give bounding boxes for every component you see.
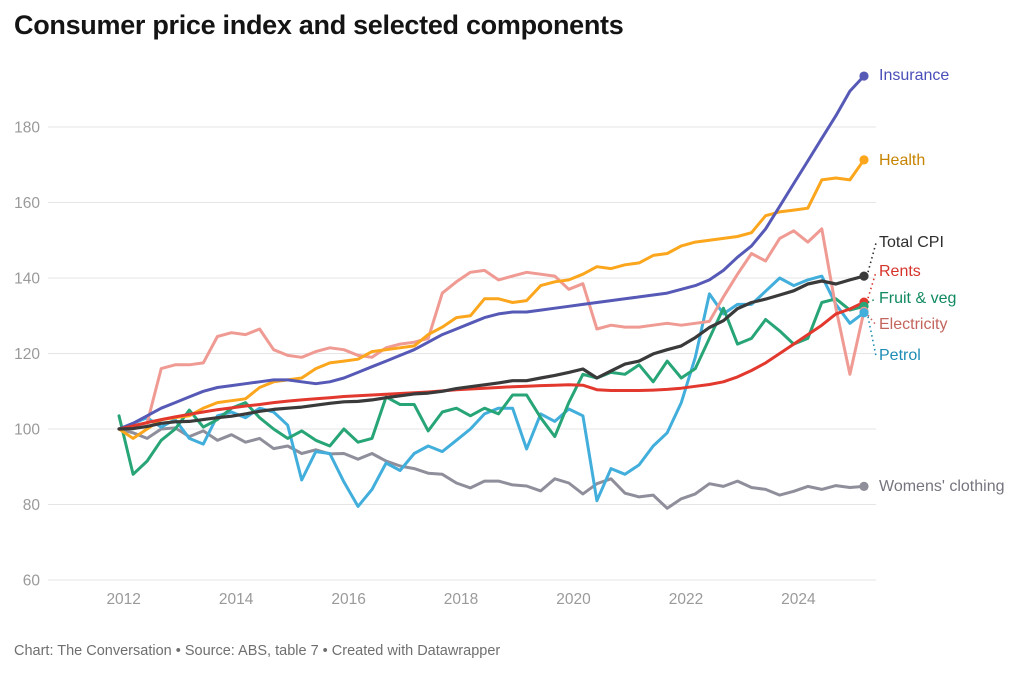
series-line-total-cpi	[117, 274, 866, 431]
y-axis-tick-100: 100	[14, 422, 40, 439]
x-axis-tick-2014: 2014	[219, 591, 254, 608]
series-label-electricity: Electricity	[879, 316, 948, 333]
label-leader-line-electricity	[867, 314, 877, 326]
series-line-fruit-veg	[117, 297, 866, 476]
chart-footer-attribution: Chart: The Conversation • Source: ABS, t…	[14, 643, 501, 659]
y-axis-tick-60: 60	[23, 573, 41, 590]
series-endpoint-dot-insurance	[859, 71, 869, 81]
series-line-womens-clothing	[117, 426, 866, 510]
series-label-rents: Rents	[879, 263, 921, 280]
series-endpoint-dot-womens-clothing	[859, 481, 869, 491]
label-leader-line-fruit-veg	[867, 298, 877, 304]
chart-title: Consumer price index and selected compon…	[14, 10, 624, 40]
series-line-rents	[117, 300, 866, 431]
x-axis-tick-2022: 2022	[669, 591, 703, 608]
series-label-womens-clothing: Womens' clothing	[879, 478, 1005, 495]
series-label-fruit-veg: Fruit & veg	[879, 290, 957, 307]
series-label-total-cpi: Total CPI	[879, 234, 944, 251]
x-axis-tick-2012: 2012	[106, 591, 140, 608]
series-label-health: Health	[879, 152, 926, 169]
series-line-health	[117, 158, 866, 440]
label-leader-line-petrol	[867, 316, 877, 357]
series-label-petrol: Petrol	[879, 347, 921, 364]
y-axis-tick-160: 160	[14, 195, 40, 212]
series-endpoint-dot-petrol	[859, 308, 869, 318]
x-axis-tick-2018: 2018	[444, 591, 478, 608]
series-line-petrol	[117, 274, 866, 508]
y-axis-tick-180: 180	[14, 120, 40, 137]
label-leader-line-rents	[867, 271, 877, 299]
label-leader-line-total-cpi	[867, 242, 877, 273]
series-label-insurance: Insurance	[879, 67, 950, 84]
series-endpoint-dot-total-cpi	[859, 271, 869, 281]
y-axis-tick-140: 140	[14, 271, 40, 288]
x-axis-tick-2016: 2016	[331, 591, 365, 608]
x-axis-tick-2024: 2024	[781, 591, 816, 608]
series-endpoint-dot-health	[859, 155, 869, 165]
y-axis-tick-80: 80	[23, 497, 41, 514]
y-axis-tick-120: 120	[14, 346, 40, 363]
series-line-electricity	[117, 227, 866, 431]
x-axis-tick-2020: 2020	[556, 591, 591, 608]
series-line-insurance	[117, 74, 866, 431]
